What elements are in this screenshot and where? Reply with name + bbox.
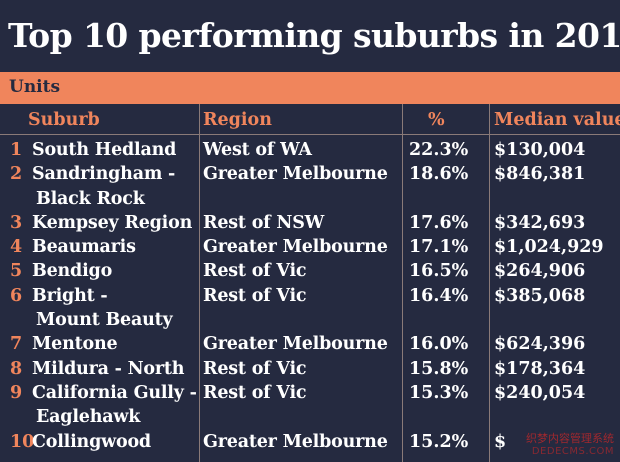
suburb-name: Bright - Mount Beauty [32,284,173,333]
watermark-domain: DEDECMS.COM [531,446,614,457]
median-value: $130,004 [494,140,586,160]
header-suburb: Suburb [28,110,100,130]
table-row: 6 Bright - Mount Beauty Rest of Vic 16.4% $38… [0,284,620,333]
suburb-name-line: Mentone [32,334,118,355]
growth-percent: 15.2% [409,431,469,452]
growth-percent: 16.0% [409,334,469,355]
suburb-name-line: Eaglehawk [36,407,141,428]
region-name: Greater Melbourne [203,237,388,258]
median-value: $264,906 [494,261,586,282]
median-value: $385,068 [494,285,586,306]
median-value: $1,024,929 [494,237,604,258]
table-row: 5 Bendigo Rest of Vic 16.5% $264,906 [0,259,620,283]
suburb-name: Beaumaris [32,235,136,259]
suburb-name-line: Mount Beauty [36,310,173,331]
suburb-name-line: Bright - [32,285,108,306]
median-value: $342,693 [494,212,586,233]
growth-percent: 22.3% [409,140,469,160]
region-name: Greater Melbourne [203,431,388,452]
rank-number: 10 [10,431,35,452]
region-name: Greater Melbourne [203,334,388,355]
table-row: 1 South Hedland West of WA 22.3% $130,004 [0,138,620,162]
rank-number: 6 [10,285,23,306]
suburb-name-line: Mildura - North [32,358,185,379]
watermark: 织梦内容管理系统 DEDECMS.COM [526,432,614,458]
median-value: $178,364 [494,358,586,379]
watermark-text: 织梦内容管理系统 [526,432,614,445]
suburb-name: California Gully - Eaglehawk [32,381,197,430]
growth-percent: 16.5% [409,261,469,282]
rank-number: 2 [10,164,23,185]
suburb-name-line: California Gully - [32,382,197,403]
growth-percent: 16.4% [409,285,469,306]
category-band: Units [0,72,620,102]
suburb-name-line: Collingwood [32,431,151,452]
column-divider [489,104,490,462]
region-name: Rest of Vic [203,285,307,306]
suburb-name: Mentone [32,332,118,356]
region-name: Rest of Vic [203,358,307,379]
growth-percent: 17.1% [409,237,469,258]
header-percent: % [428,110,445,130]
growth-percent: 17.6% [409,212,469,233]
table-row: 9 California Gully - Eaglehawk Rest of Vic 1… [0,381,620,430]
table-row: 8 Mildura - North Rest of Vic 15.8% $178,364 [0,357,620,381]
suburb-name: Sandringham - Black Rock [32,162,175,211]
suburb-name-line: Sandringham - [32,164,176,185]
suburb-name: Kempsey Region [32,211,192,235]
region-name: Rest of NSW [203,212,325,233]
rank-number: 3 [10,212,23,233]
suburb-name-line: Black Rock [36,188,145,209]
header-median-value: Median value [494,110,620,130]
growth-percent: 18.6% [409,164,469,185]
region-name: Rest of Vic [203,382,307,403]
median-value: $ [494,431,507,452]
suburb-name: Collingwood [32,430,151,454]
suburb-name: South Hedland [32,138,176,162]
header-divider [0,134,620,135]
table-row: 2 Sandringham - Black Rock Greater Melbourn… [0,162,620,211]
table-row: 10 Collingwood Greater Melbourne 15.2% $ [0,430,620,454]
table-row: 7 Mentone Greater Melbourne 16.0% $624,396 [0,332,620,356]
suburb-name: Bendigo [32,259,112,283]
suburb-table: 1 South Hedland West of WA 22.3% $130,004 2 Sa… [0,138,620,454]
suburb-name-line: Beaumaris [32,237,136,258]
header-region: Region [203,110,272,130]
region-name: Rest of Vic [203,261,307,282]
region-name: Greater Melbourne [203,164,388,185]
growth-percent: 15.8% [409,358,469,379]
category-label: Units [9,77,61,97]
suburb-name-line: Bendigo [32,261,113,282]
table-row: 3 Kempsey Region Rest of NSW 17.6% $342,693 [0,211,620,235]
rank-number: 7 [10,334,23,355]
rank-number: 9 [10,382,23,403]
growth-percent: 15.3% [409,382,469,403]
column-divider [402,104,403,462]
region-name: West of WA [203,140,312,160]
page-title: Top 10 performing suburbs in 2019 [8,16,620,55]
suburb-name-line: South Hedland [32,140,177,160]
column-divider [199,104,200,462]
median-value: $624,396 [494,334,586,355]
suburb-name-line: Kempsey Region [32,212,193,233]
suburb-name: Mildura - North [32,357,185,381]
rank-number: 8 [10,358,23,379]
median-value: $240,054 [494,382,586,403]
table-row: 4 Beaumaris Greater Melbourne 17.1% $1,024,9… [0,235,620,259]
rank-number: 1 [10,140,23,160]
band-divider [0,102,620,104]
rank-number: 5 [10,261,23,282]
median-value: $846,381 [494,164,586,185]
rank-number: 4 [10,237,23,258]
